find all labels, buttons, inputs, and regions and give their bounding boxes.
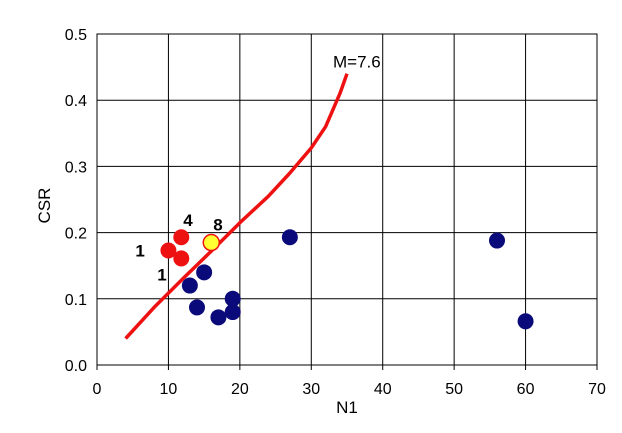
x-tick-label: 0	[93, 381, 102, 398]
data-point	[189, 299, 205, 316]
data-point	[196, 264, 213, 281]
y-tick-label: 0.0	[65, 358, 87, 375]
data-points	[160, 229, 534, 330]
y-tick-label: 0.1	[65, 292, 87, 309]
y-tick-label: 0.5	[65, 27, 87, 44]
y-tick-label: 0.2	[65, 226, 87, 243]
data-point	[181, 277, 198, 294]
y-tick-label: 0.3	[65, 159, 87, 176]
data-point	[517, 313, 534, 330]
point-labels: M=7.6 1 4 1 8	[135, 53, 380, 285]
plot-area	[96, 33, 598, 366]
x-tick-label: 20	[231, 381, 249, 398]
x-tick-label: 10	[160, 381, 178, 398]
curve-label: M=7.6	[333, 53, 381, 72]
point-label: 8	[213, 216, 222, 235]
data-point	[210, 309, 227, 326]
data-point	[224, 290, 241, 307]
data-point	[224, 304, 241, 321]
x-tick-label: 70	[588, 381, 606, 398]
data-point	[202, 233, 221, 252]
y-tick-label: 0.4	[65, 93, 87, 110]
data-point	[489, 232, 505, 249]
x-axis-title: N1	[336, 398, 358, 417]
x-tick-label: 60	[517, 381, 535, 398]
data-point	[160, 242, 177, 259]
point-label: 4	[183, 211, 193, 230]
y-tick-labels: 0.0 0.1 0.2 0.3 0.4 0.5	[65, 27, 87, 375]
data-point	[281, 229, 298, 246]
series-curves	[124, 73, 349, 340]
boundary-curve	[124, 73, 349, 340]
x-tick-labels: 0 10 20 30 40 50 60 70	[93, 381, 606, 398]
data-point	[173, 229, 190, 246]
y-axis-title: CSR	[35, 188, 54, 224]
data-point	[173, 250, 190, 267]
x-tick-label: 40	[374, 381, 392, 398]
point-label: 1	[157, 265, 166, 284]
x-tick-label: 30	[302, 381, 320, 398]
x-tick-label: 50	[445, 381, 463, 398]
point-label: 1	[135, 241, 144, 260]
